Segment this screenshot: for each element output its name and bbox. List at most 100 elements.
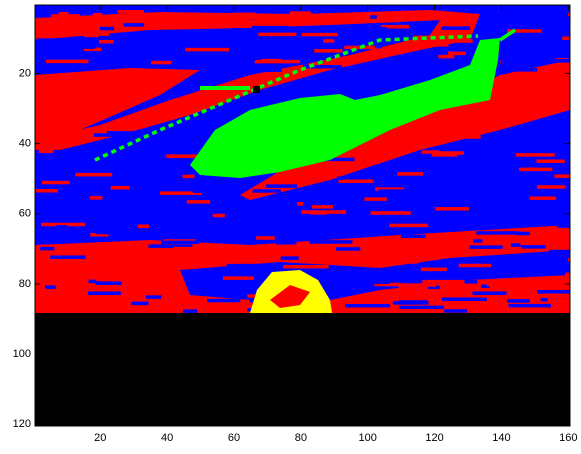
streak [521, 33, 559, 37]
streak [399, 287, 428, 291]
streak [207, 299, 240, 303]
streak [174, 247, 215, 251]
streak [148, 254, 183, 258]
streak [279, 250, 325, 254]
streak [241, 57, 255, 61]
streak [111, 186, 130, 190]
streak [314, 49, 342, 53]
streak [401, 217, 412, 221]
streak [378, 189, 404, 193]
streak [138, 225, 149, 229]
streak [339, 179, 374, 183]
streak [250, 53, 263, 57]
streak [232, 28, 261, 32]
streak [290, 11, 311, 15]
streak [71, 151, 102, 155]
streak [200, 228, 236, 232]
streak [551, 191, 581, 195]
streak [536, 159, 564, 163]
streak [310, 211, 327, 215]
streak [297, 202, 304, 206]
streak [557, 224, 581, 228]
streak [352, 280, 390, 284]
streak [39, 150, 54, 154]
y-tick-label: 120 [13, 418, 31, 430]
streak [422, 280, 464, 284]
streak [151, 61, 172, 65]
streak [187, 200, 210, 204]
streak [421, 268, 447, 272]
x-tick-label: 60 [228, 432, 240, 444]
streak [409, 43, 448, 47]
streak [281, 256, 299, 260]
streak [337, 176, 343, 180]
streak [90, 196, 103, 200]
x-tick-label: 40 [161, 432, 173, 444]
streak [531, 43, 538, 47]
streak [547, 298, 581, 302]
streak [397, 172, 423, 176]
streak [312, 205, 333, 209]
streak [476, 231, 518, 235]
streak [253, 189, 281, 193]
streak [336, 247, 360, 251]
streak [559, 277, 568, 281]
streak [46, 60, 89, 64]
streak [131, 302, 148, 306]
streak [317, 256, 341, 260]
streak [104, 205, 123, 209]
streak [437, 260, 444, 264]
streak [96, 281, 122, 285]
streak [96, 231, 127, 235]
y-tick-label: 60 [19, 208, 31, 220]
streak [67, 32, 109, 36]
streak [45, 285, 56, 289]
streak [549, 250, 581, 254]
streak [141, 192, 157, 196]
streak [302, 33, 338, 37]
streak [378, 272, 412, 276]
streak [425, 211, 451, 215]
streak [442, 297, 487, 301]
y-tick-label: 80 [19, 278, 31, 290]
streak [50, 255, 85, 259]
streak [364, 27, 387, 31]
streak [514, 195, 527, 199]
streak [118, 169, 144, 173]
streak [521, 149, 529, 153]
streak [256, 68, 282, 72]
streak [362, 32, 402, 36]
streak [364, 197, 386, 201]
x-tick-label: 20 [94, 432, 106, 444]
streak [508, 203, 548, 207]
streak [76, 235, 92, 239]
streak [51, 14, 80, 18]
streak [480, 268, 525, 272]
streak [425, 63, 439, 67]
streak [168, 9, 177, 13]
streak [501, 60, 525, 64]
streak [75, 173, 112, 177]
streak [254, 41, 298, 45]
streak [432, 39, 473, 43]
streak [537, 290, 571, 294]
streak [97, 303, 115, 307]
streak [389, 224, 428, 228]
streak [209, 52, 250, 56]
streak [221, 180, 240, 184]
streak [530, 196, 557, 200]
streak [256, 236, 275, 240]
streak [399, 306, 443, 310]
streak [169, 44, 184, 48]
streak [314, 230, 322, 234]
streak [227, 264, 272, 268]
x-tick-label: 160 [559, 432, 577, 444]
streak [516, 153, 555, 157]
streak [233, 13, 256, 16]
streak [442, 26, 470, 30]
y-tick-label: 20 [19, 67, 31, 79]
streak [53, 45, 95, 49]
streak [395, 201, 415, 205]
streak [393, 301, 429, 305]
streak [159, 234, 173, 238]
